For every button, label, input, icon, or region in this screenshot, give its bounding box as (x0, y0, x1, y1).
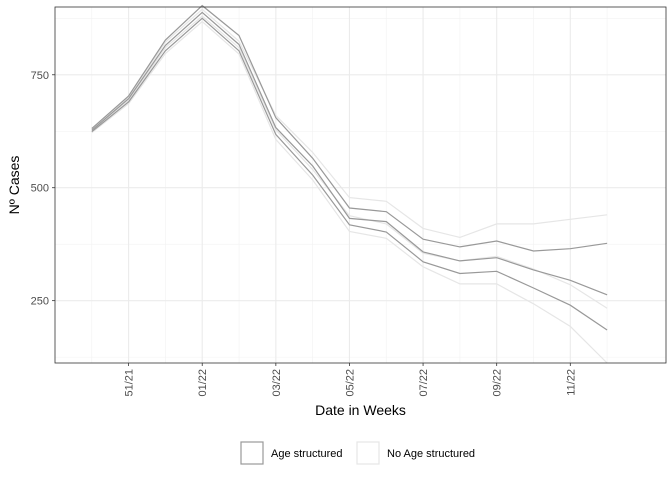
x-tick-label: 01/22 (197, 369, 209, 397)
x-tick-label: 03/22 (271, 369, 283, 397)
legend: Age structured No Age structured (240, 441, 475, 465)
series-line-4 (91, 17, 608, 331)
y-axis-title: Nº Cases (6, 156, 22, 215)
x-tick-label: 11/22 (565, 369, 577, 396)
series-line-3 (91, 8, 608, 239)
y-tick-label: 500 (31, 183, 49, 195)
x-tick-label: 07/22 (418, 369, 430, 397)
plot-panel (55, 7, 666, 363)
x-tick-label: 51/21 (124, 369, 136, 397)
legend-key (240, 441, 264, 465)
series-lines (91, 4, 608, 364)
y-tick-label: 250 (31, 296, 49, 308)
series-line-1 (91, 20, 608, 364)
legend-label: Age structured (271, 448, 343, 460)
x-tick-label: 05/22 (344, 369, 356, 397)
y-axis: 250 500 750 (31, 70, 55, 308)
series-line-6 (91, 4, 608, 252)
x-axis-title: Date in Weeks (315, 402, 406, 418)
x-axis: 51/21 01/22 03/22 05/22 07/22 09/22 11/22 (124, 363, 577, 397)
series-line-5 (91, 11, 608, 296)
plot-border (54, 6, 667, 364)
series-line-2 (91, 15, 608, 309)
y-tick-label: 750 (31, 70, 49, 82)
grid (55, 7, 666, 363)
legend-label: No Age structured (387, 448, 475, 460)
x-tick-label: 09/22 (492, 369, 504, 397)
legend-key (356, 441, 380, 465)
